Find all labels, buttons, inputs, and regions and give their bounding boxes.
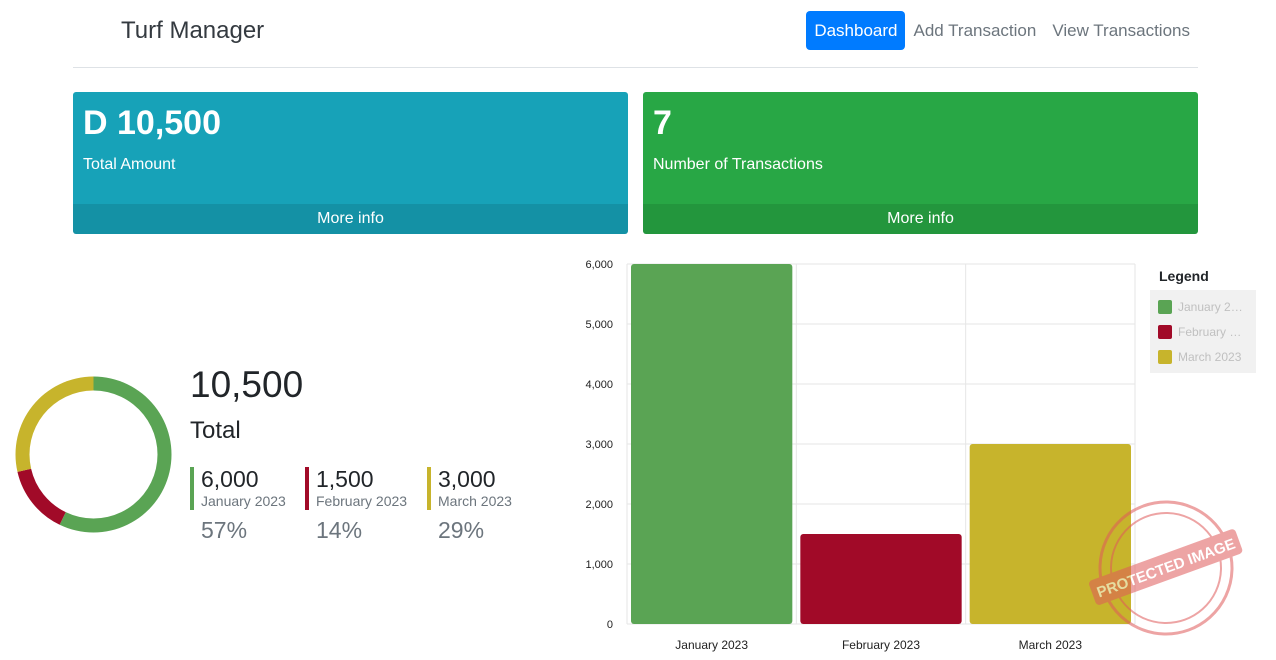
total-amount-label: Total Amount <box>83 156 176 173</box>
y-tick-label: 1,000 <box>585 559 613 571</box>
legend-swatch <box>1158 349 1172 364</box>
summary-item-percent: 57% <box>201 517 248 543</box>
transactions-count-value: 7 <box>653 104 672 142</box>
transactions-count-label: Number of Transactions <box>653 156 823 173</box>
donut-slice-3[interactable] <box>15 376 94 472</box>
y-tick-label: 4,000 <box>585 379 613 391</box>
legend-swatch <box>1158 299 1172 314</box>
y-tick-label: 2,000 <box>585 499 613 511</box>
transactions-more-info-link[interactable]: More info <box>643 204 1198 234</box>
bar-january-2023[interactable] <box>631 264 793 624</box>
summary-item-label: January 2023 <box>201 493 286 509</box>
donut-slice-2[interactable] <box>17 468 66 525</box>
legend-item-march[interactable]: March 2023 <box>1158 344 1256 369</box>
donut-slice-1[interactable] <box>59 376 172 533</box>
legend-item-february[interactable]: February 2023 <box>1158 319 1256 344</box>
x-tick-label: January 2023 <box>675 638 748 652</box>
summary-item-percent: 29% <box>438 517 485 543</box>
main-nav: Dashboard Add Transaction View Transacti… <box>806 11 1198 50</box>
chart-legend: Legend January 2023 February 2023 March … <box>1150 262 1256 373</box>
legend-label: March 2023 <box>1178 349 1242 364</box>
summary-item-value: 3,000 <box>438 466 496 492</box>
y-tick-label: 3,000 <box>585 439 613 451</box>
nav-dashboard[interactable]: Dashboard <box>806 11 906 50</box>
bar-chart: 0 1,000 2,000 3,000 4,000 5,000 6,000 January 2… <box>585 259 1136 652</box>
summary-item-percent: 14% <box>316 517 363 543</box>
summary-item-label: February 2023 <box>316 493 408 509</box>
summary-item-label: March 2023 <box>438 493 512 509</box>
transactions-count-card: 7 Number of Transactions More info <box>643 92 1198 234</box>
protected-image-stamp: PROTECTED IMAGE <box>1089 500 1243 636</box>
top-navbar: Turf Manager Dashboard Add Transaction V… <box>73 0 1198 68</box>
total-amount-card: D 10,500 Total Amount More info <box>73 92 628 234</box>
nav-add-transaction[interactable]: Add Transaction <box>913 21 1037 40</box>
total-amount-value: D 10,500 <box>83 104 221 142</box>
legend-swatch <box>1158 324 1172 339</box>
legend-box: January 2023 February 2023 March 2023 <box>1150 290 1256 373</box>
summary-item-january: 6,000 January 2023 57% <box>190 466 286 543</box>
legend-label: February 2023 <box>1178 324 1248 339</box>
bar-february-2023[interactable] <box>800 534 962 624</box>
nav-view-transactions[interactable]: View Transactions <box>1052 21 1190 40</box>
app-brand[interactable]: Turf Manager <box>121 17 265 44</box>
summary-item-value: 1,500 <box>316 466 374 492</box>
summary-item-march: 3,000 March 2023 29% <box>427 466 512 543</box>
summary-item-value: 6,000 <box>201 466 259 492</box>
legend-item-january[interactable]: January 2023 <box>1158 294 1256 319</box>
bar-march-2023[interactable] <box>969 444 1131 624</box>
legend-title: Legend <box>1159 268 1209 284</box>
summary-total-label: Total <box>190 417 241 444</box>
summary-item-february: 1,500 February 2023 14% <box>305 466 408 543</box>
y-tick-label: 5,000 <box>585 319 613 331</box>
y-tick-label: 0 <box>607 619 613 631</box>
donut-chart <box>15 376 172 533</box>
summary-total-value: 10,500 <box>190 364 304 405</box>
x-tick-label: February 2023 <box>842 638 920 652</box>
legend-label: January 2023 <box>1178 299 1248 314</box>
total-amount-more-info-link[interactable]: More info <box>73 204 628 234</box>
y-tick-label: 6,000 <box>585 259 613 271</box>
x-tick-label: March 2023 <box>1019 638 1083 652</box>
